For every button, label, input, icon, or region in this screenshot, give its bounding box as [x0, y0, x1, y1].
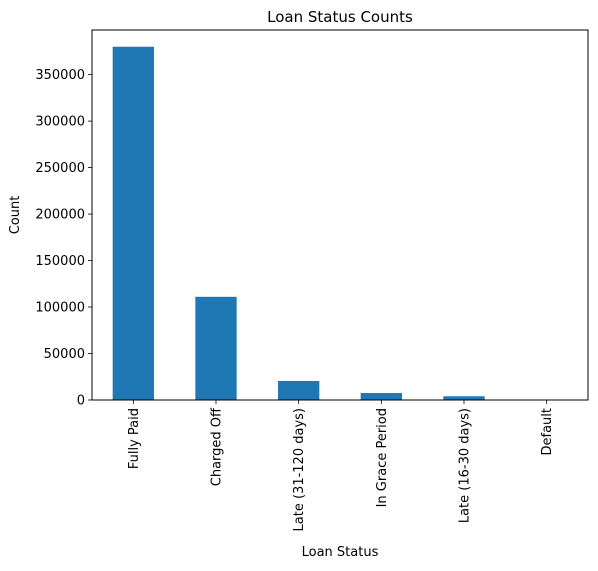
x-tick-label: Late (16-30 days) [458, 408, 473, 523]
plot-frame [91, 29, 589, 401]
y-tick-label: 100000 [35, 301, 85, 316]
bar [278, 380, 320, 400]
chart-title: Loan Status Counts [267, 8, 413, 26]
x-tick-label: Fully Paid [127, 408, 142, 469]
x-tick-label: Charged Off [210, 407, 225, 486]
y-tick-label: 300000 [35, 115, 85, 130]
x-ticks-group: Fully Paid Charged Off Late (31-120 days) I… [127, 400, 555, 531]
y-tick-label: 150000 [35, 254, 85, 269]
y-tick-label: 200000 [35, 208, 85, 223]
x-tick-label: In Grace Period [375, 408, 390, 507]
y-axis-title: Count [8, 196, 23, 235]
y-ticks-group: 0 50000 100000 150000 200000 250000 300000 3500… [35, 68, 92, 409]
x-tick-label: Late (31-120 days) [292, 408, 307, 531]
y-tick-label: 250000 [35, 161, 85, 176]
bars-group [112, 46, 568, 400]
y-tick-label: 0 [77, 394, 85, 409]
bar [443, 396, 485, 400]
x-axis-title: Loan Status [302, 545, 379, 560]
bar [360, 393, 402, 400]
bar [112, 46, 154, 400]
y-tick-label: 350000 [35, 68, 85, 83]
x-tick-label: Default [540, 408, 555, 456]
y-tick-label: 50000 [44, 347, 85, 362]
bar [195, 296, 237, 400]
